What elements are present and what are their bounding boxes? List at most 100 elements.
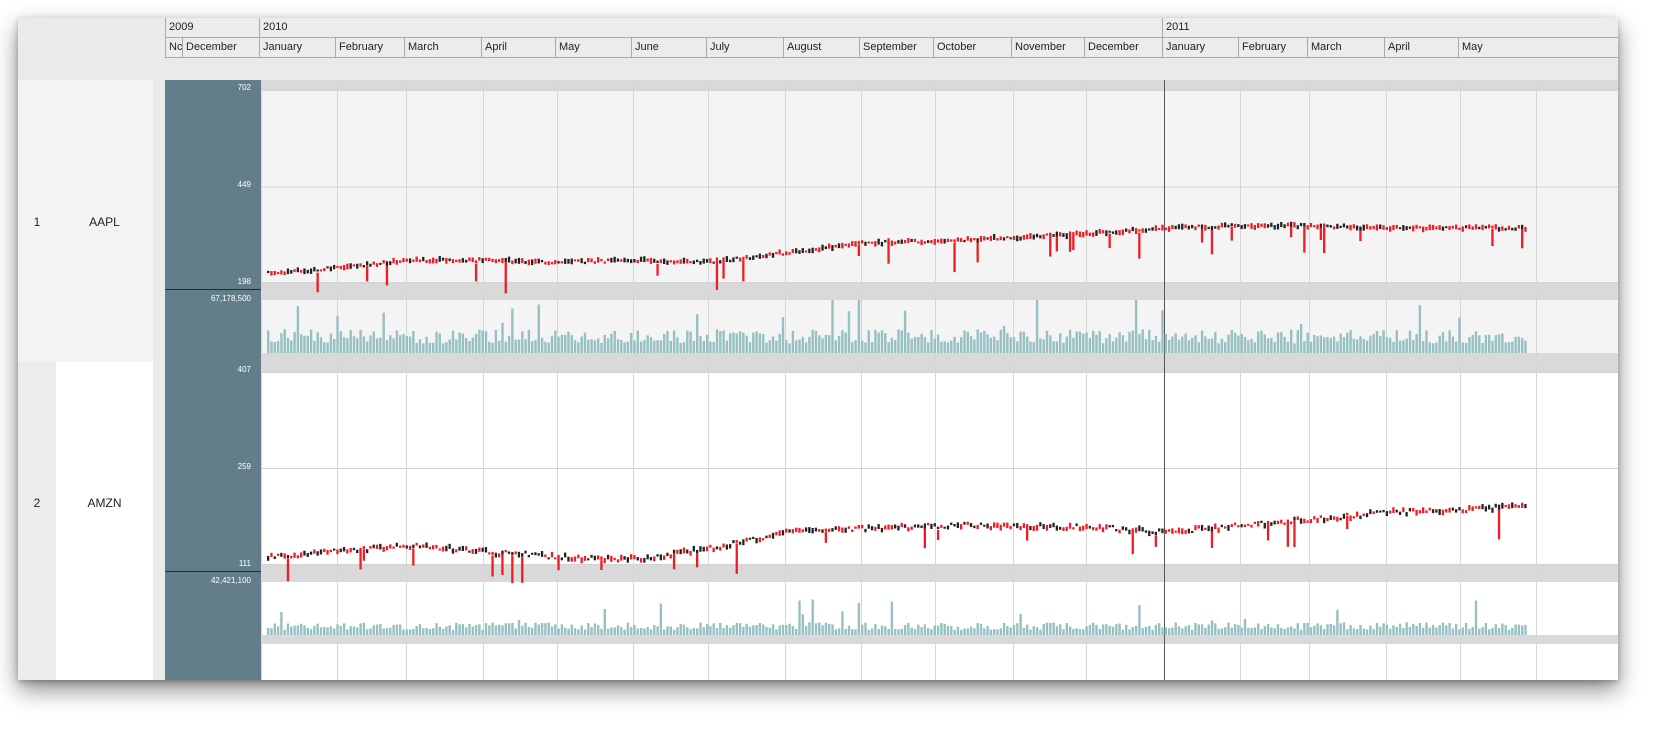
month-cell[interactable]: February xyxy=(335,38,404,58)
volume-bar xyxy=(372,331,375,353)
price-candle xyxy=(342,547,346,552)
price-candle xyxy=(613,557,616,561)
price-candle xyxy=(725,256,728,262)
volume-bar xyxy=(1174,622,1177,635)
price-candle xyxy=(966,236,969,241)
volume-bar xyxy=(1197,624,1200,635)
price-candle xyxy=(564,552,567,558)
price-candle-wick xyxy=(511,555,514,584)
month-cell[interactable]: December xyxy=(182,38,259,58)
price-candle xyxy=(514,258,517,264)
month-cell[interactable]: December xyxy=(1084,38,1162,58)
volume-bar xyxy=(300,623,303,635)
price-candle xyxy=(597,257,600,263)
price-candle xyxy=(329,266,332,272)
price-candle xyxy=(1210,226,1214,231)
price-candle xyxy=(1068,522,1072,529)
price-candle xyxy=(385,261,389,267)
volume-bar xyxy=(1098,628,1101,635)
month-cell[interactable]: April xyxy=(1384,38,1458,58)
price-candle xyxy=(382,260,385,264)
month-cell[interactable]: March xyxy=(404,38,481,58)
price-candle xyxy=(917,524,920,528)
volume-bar xyxy=(1313,334,1316,353)
volume-bar xyxy=(1488,629,1491,635)
volume-bar xyxy=(547,342,550,353)
volume-bar xyxy=(781,317,785,353)
price-candle xyxy=(1438,225,1441,230)
price-candle-wick xyxy=(1072,236,1075,251)
volume-bar xyxy=(1032,342,1035,353)
month-cell[interactable]: September xyxy=(859,38,933,58)
volume-bar xyxy=(564,334,567,353)
price-candle xyxy=(418,545,422,549)
month-cell[interactable]: June xyxy=(631,38,706,58)
price-candle xyxy=(940,238,943,244)
volume-bar xyxy=(1052,622,1055,635)
volume-bar xyxy=(722,330,725,353)
month-cell[interactable]: July xyxy=(706,38,783,58)
volume-bar xyxy=(854,629,857,635)
timescale-header[interactable]: 2009 2010 2011 Nc December January Febru… xyxy=(165,18,1618,80)
month-cell[interactable]: October xyxy=(933,38,1011,58)
volume-bar xyxy=(1062,342,1065,353)
volume-bar xyxy=(1306,332,1309,353)
month-cell[interactable]: March xyxy=(1307,38,1384,58)
volume-bar xyxy=(897,329,900,353)
price-candle xyxy=(300,552,303,558)
price-candle xyxy=(1233,522,1237,526)
price-candle xyxy=(1372,511,1375,515)
price-candle xyxy=(1204,224,1207,231)
price-candle xyxy=(395,260,398,265)
price-candle xyxy=(1210,526,1214,532)
chart-area[interactable] xyxy=(261,80,1618,680)
price-candle xyxy=(966,521,969,525)
month-cell[interactable]: April xyxy=(481,38,555,58)
month-cell[interactable]: Nc xyxy=(165,38,182,58)
month-cell[interactable]: November xyxy=(1011,38,1084,58)
price-candle xyxy=(699,546,702,552)
price-candle xyxy=(1263,522,1266,529)
volume-bar xyxy=(705,334,709,353)
volume-bar xyxy=(474,625,478,635)
volume-bar xyxy=(729,333,732,353)
volume-bar xyxy=(501,625,504,635)
month-cell[interactable]: January xyxy=(1162,38,1238,58)
price-candle xyxy=(445,258,448,264)
month-cell[interactable]: May xyxy=(1458,38,1618,58)
volume-bar xyxy=(349,330,352,353)
month-cell[interactable]: August xyxy=(783,38,859,58)
price-candle xyxy=(1422,507,1425,514)
price-volume-chart[interactable] xyxy=(261,80,1618,680)
price-candle xyxy=(408,545,412,550)
price-candle xyxy=(781,253,785,256)
volume-bar xyxy=(696,314,699,353)
volume-bar xyxy=(1422,627,1425,635)
price-candle xyxy=(293,552,296,558)
volume-bar xyxy=(722,627,725,635)
volume-bar xyxy=(913,336,917,353)
price-candle xyxy=(1418,226,1421,229)
month-cell[interactable]: January xyxy=(259,38,335,58)
volume-bar xyxy=(399,335,402,353)
volume-bar xyxy=(824,622,828,635)
volume-bar xyxy=(1111,341,1115,353)
price-candle xyxy=(682,547,686,554)
volume-bar xyxy=(389,627,392,635)
month-cell[interactable]: February xyxy=(1238,38,1307,58)
price-candle xyxy=(903,240,907,244)
price-candle xyxy=(1240,225,1243,230)
price-candle xyxy=(900,239,903,244)
price-candle xyxy=(1121,526,1124,530)
month-cell[interactable]: May xyxy=(555,38,631,58)
row-label-cell[interactable] xyxy=(56,80,153,362)
volume-bar xyxy=(1435,627,1438,635)
price-candle xyxy=(1134,228,1138,235)
volume-bar xyxy=(1171,336,1174,353)
row-label-cell[interactable] xyxy=(56,362,153,680)
volume-bar xyxy=(1006,333,1009,353)
price-candle xyxy=(1200,524,1204,531)
volume-bar xyxy=(276,340,280,353)
volume-bar xyxy=(742,332,745,353)
volume-bar xyxy=(283,329,286,353)
